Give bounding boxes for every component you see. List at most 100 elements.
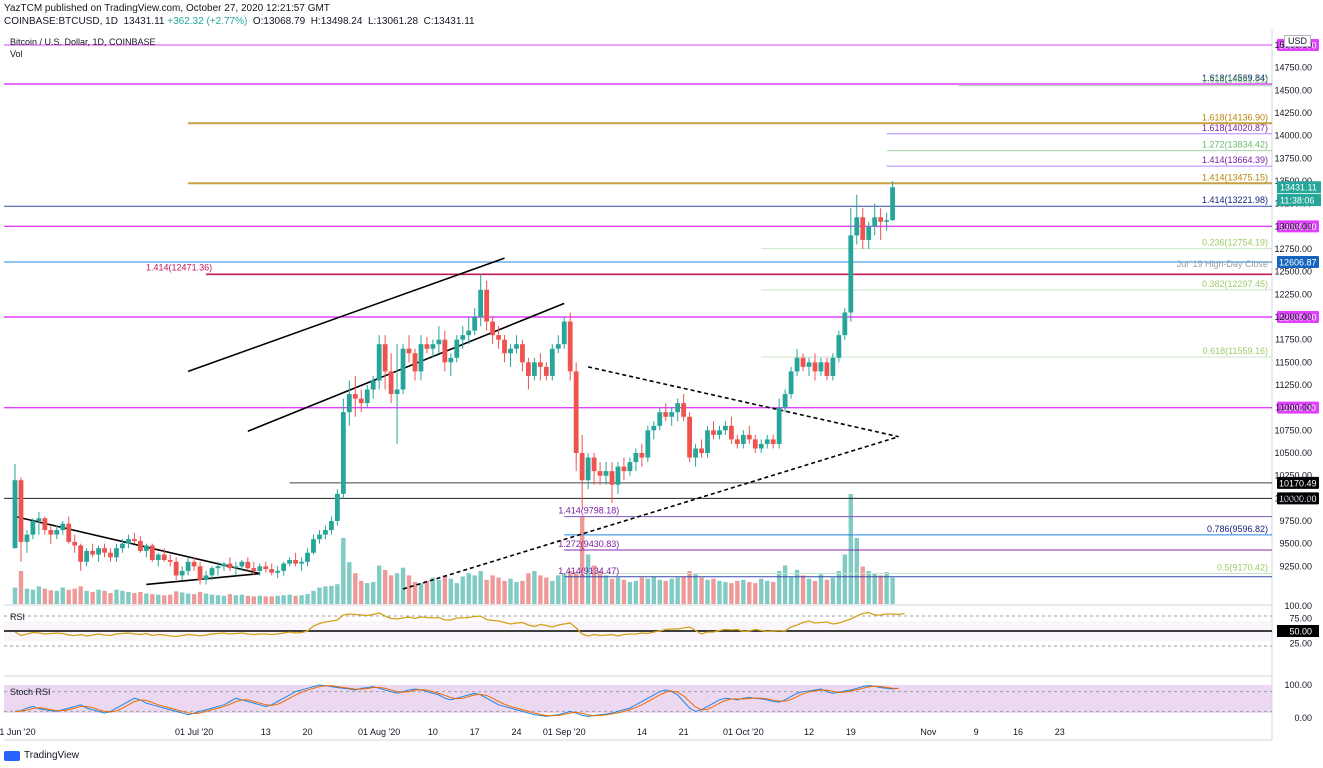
- volume-bar: [120, 590, 125, 604]
- symbol-label: COINBASE:BTCUSD, 1D: [4, 16, 118, 27]
- volume-bar: [723, 582, 728, 604]
- volume-bar: [245, 595, 251, 604]
- level-price-tag: [1277, 492, 1319, 505]
- candle-body: [257, 566, 263, 571]
- candle-body: [543, 366, 549, 376]
- candle-body: [227, 563, 233, 569]
- current-price-label: 11:38:06: [1280, 196, 1314, 206]
- candle-body: [329, 521, 334, 531]
- level-label: 0.5(9170.42): [1217, 563, 1268, 573]
- current-price-tag: [1277, 181, 1321, 194]
- volume-bar: [806, 578, 812, 604]
- candle-body: [890, 187, 895, 221]
- volume-bar: [794, 569, 800, 604]
- volume-bar: [663, 580, 668, 604]
- volume-bar: [657, 579, 662, 604]
- volume-bar: [281, 595, 286, 604]
- candle-body: [60, 523, 66, 531]
- volume-bar: [442, 575, 448, 604]
- candle-body: [818, 362, 824, 372]
- volume-bar: [78, 586, 83, 604]
- time-tick-label: 23: [1055, 727, 1065, 737]
- triangle-upper-line: [587, 366, 899, 438]
- candle-body: [412, 353, 418, 372]
- candle-body: [585, 457, 591, 481]
- time-tick-label: 16: [1013, 727, 1023, 737]
- volume-bar: [138, 591, 143, 604]
- level-price-label: 11000.00: [1279, 403, 1316, 413]
- volume-bar: [197, 591, 203, 604]
- volume-bar: [371, 582, 376, 604]
- price-tick-label: 13750.00: [1274, 153, 1312, 163]
- candle-body: [526, 362, 531, 376]
- candle-body: [132, 539, 137, 541]
- candle-body: [746, 434, 752, 440]
- volume-bar: [412, 582, 418, 604]
- candle-body: [657, 412, 663, 426]
- volume-bar: [215, 595, 221, 604]
- volume-bar: [185, 593, 191, 604]
- volume-bar: [544, 577, 549, 604]
- drawing-tools: [14, 257, 899, 590]
- candle-body: [84, 550, 90, 562]
- volume-bar: [573, 572, 579, 604]
- volume-bar: [878, 575, 883, 604]
- candle-body: [382, 344, 388, 372]
- candle-body: [48, 530, 54, 535]
- volume-bar: [48, 590, 54, 604]
- candle-body: [78, 545, 84, 562]
- candle-body: [537, 362, 543, 367]
- price-tick-label: 12250.00: [1274, 289, 1312, 299]
- candle-body: [699, 448, 704, 453]
- currency-label[interactable]: USD: [1284, 35, 1312, 47]
- candle-body: [824, 362, 830, 376]
- time-tick-label: Nov: [920, 727, 937, 737]
- candle-body: [191, 561, 197, 567]
- tradingview-footer[interactable]: TradingView: [4, 750, 79, 761]
- candle-body: [621, 466, 627, 472]
- volume-bar: [526, 573, 531, 604]
- volume-bar: [866, 571, 871, 604]
- volume-bar: [108, 593, 113, 604]
- level-price-tag: [1277, 255, 1319, 268]
- stoch-d-line: [14, 685, 899, 717]
- rsi-line: [14, 611, 905, 638]
- level-price-label: 10170.49: [1279, 478, 1317, 488]
- candle-body: [323, 530, 328, 535]
- candle-body: [788, 371, 794, 395]
- price-tick-label: 13500.00: [1274, 176, 1312, 186]
- rsi-label: RSI: [10, 612, 26, 622]
- level-label: 0.618(11559.16): [1203, 346, 1268, 356]
- volume-bar: [741, 579, 746, 604]
- candle-body: [179, 570, 185, 576]
- volume-bar: [18, 571, 24, 604]
- volume-bar: [382, 569, 388, 604]
- volume-bar: [347, 562, 352, 604]
- volume-bar: [388, 575, 394, 604]
- candle-body: [203, 575, 209, 580]
- volume-bar: [257, 595, 262, 604]
- volume-bar: [562, 573, 567, 604]
- candle-body: [734, 439, 740, 444]
- candle-body: [782, 394, 788, 408]
- price-tick-label: 9250.00: [1279, 561, 1312, 571]
- candle-body: [860, 217, 866, 240]
- time-tick-label: 12: [804, 727, 814, 737]
- volume-bar: [454, 583, 459, 604]
- candle-body: [645, 430, 651, 458]
- candle-body: [627, 462, 633, 472]
- candle-body: [54, 530, 60, 535]
- rsi-tick-label: 25.00: [1289, 639, 1312, 649]
- volume-bar: [400, 567, 406, 604]
- time-tick-label: 9: [974, 727, 979, 737]
- volume-bar: [633, 580, 639, 604]
- volume-bar: [621, 579, 627, 604]
- candle-body: [245, 561, 251, 569]
- volume-bar: [353, 573, 358, 604]
- volume-bar: [836, 571, 842, 604]
- volume-bar: [203, 593, 209, 604]
- volume-bar: [854, 538, 859, 604]
- candle-body: [24, 534, 30, 542]
- price-tick-label: 10750.00: [1274, 425, 1312, 435]
